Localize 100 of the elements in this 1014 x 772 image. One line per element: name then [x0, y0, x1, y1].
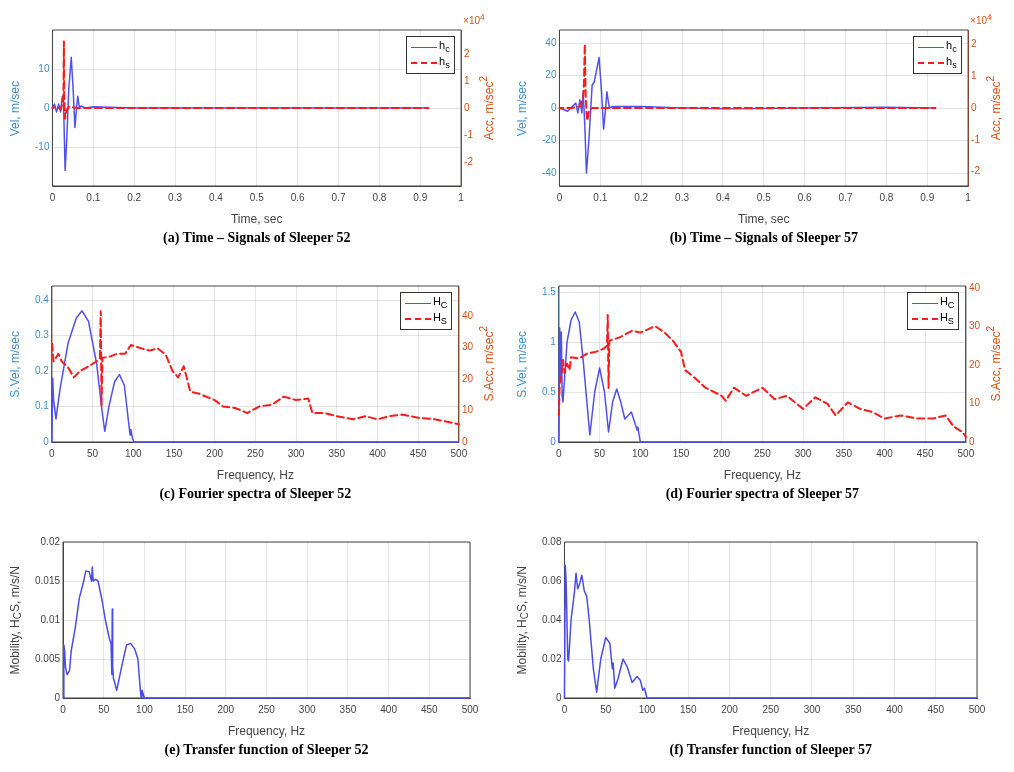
x-tick-label: 200 [721, 703, 739, 715]
legend-label: h$_{s}$ [439, 55, 450, 71]
y2-tick-label: 0 [968, 435, 975, 447]
y-tick-label: 0.005 [34, 652, 61, 664]
y-tick-label: 0 [550, 435, 557, 447]
x-tick-label: 0.4 [208, 191, 224, 203]
x-tick-label: 0.7 [838, 191, 853, 203]
legend-label: H$_{S}$ [432, 311, 447, 327]
x-axis-title: Frequency, Hz [723, 468, 801, 482]
y-tick-label: 20 [545, 69, 557, 81]
x-axis-title: Frequency, Hz [732, 724, 810, 738]
y-tick-label: 0.06 [541, 574, 562, 586]
y-tick-label: 0 [550, 101, 557, 113]
y2-tick-label: 10 [461, 404, 474, 416]
legend-label: H$_{S}$ [939, 311, 954, 327]
legend-label: H$_{C}$ [432, 295, 448, 311]
x-tick-label: 1 [458, 191, 465, 203]
x-tick-label: 100 [124, 447, 143, 459]
y2-tick-label: 20 [461, 372, 474, 384]
y-tick-label: 0.08 [541, 535, 562, 547]
y2-tick-label: -1 [971, 133, 981, 145]
y-tick-label: 1.5 [542, 285, 557, 297]
x-tick-label: 0.3 [675, 191, 690, 203]
y-tick-label: 0 [43, 101, 50, 113]
y2-tick-label: 1 [971, 69, 978, 81]
y2-tick-label: -2 [971, 165, 981, 177]
x-tick-label: 0.6 [290, 191, 306, 203]
x-tick-label: 350 [339, 703, 357, 715]
x-tick-label: 50 [87, 447, 99, 459]
y-tick-label: 0.02 [40, 535, 61, 547]
x-tick-label: 350 [835, 447, 853, 459]
y-tick-label: 0.02 [541, 652, 562, 664]
y-axis-title: S.Vel, m/sec [515, 330, 529, 398]
x-tick-label: 250 [247, 447, 265, 459]
y-axis-title: Vel, m/sec [8, 80, 22, 136]
text: ×10$^{4}$ [463, 12, 485, 27]
x-tick-label: 1 [965, 191, 972, 203]
text: (d) Fourier spectra of Sleeper 57 [665, 486, 860, 502]
y-tick-label: 0.3 [35, 329, 50, 341]
y2-tick-label: -2 [464, 155, 474, 167]
x-tick-label: 400 [886, 703, 904, 715]
x-tick-label: 250 [762, 703, 780, 715]
x-tick-label: 150 [176, 703, 194, 715]
x-tick-label: 200 [217, 703, 235, 715]
x-tick-label: 400 [369, 447, 387, 459]
x-tick-label: 300 [794, 447, 812, 459]
y2-tick-label: 1 [464, 74, 471, 86]
x-tick-label: 0.8 [879, 191, 894, 203]
x-tick-label: 0.5 [249, 191, 265, 203]
y2-tick-label: 30 [461, 341, 474, 353]
x-tick-label: 100 [631, 447, 650, 459]
x-tick-label: 450 [420, 703, 439, 715]
x-tick-label: 0.3 [168, 191, 183, 203]
x-tick-label: 150 [672, 447, 690, 459]
y-tick-label: -40 [542, 166, 557, 178]
y-tick-label: 0.2 [35, 364, 50, 376]
y-tick-label: 0 [555, 691, 562, 703]
y2-tick-label: 0 [464, 101, 471, 113]
x-tick-label: 0.7 [331, 191, 346, 203]
x-tick-label: 400 [380, 703, 398, 715]
x-tick-label: 0.1 [86, 191, 101, 203]
x-tick-label: 50 [600, 703, 612, 715]
x-tick-label: 450 [927, 703, 945, 715]
text: (f) Transfer function of Sleeper 57 [669, 742, 872, 758]
legend-label: h$_{s}$ [946, 55, 957, 71]
x-tick-label: 300 [803, 703, 821, 715]
text: (e) Transfer function of Sleeper 52 [164, 742, 369, 758]
y-tick-label: 0.015 [34, 574, 61, 586]
x-axis-title: Time, sec [737, 212, 790, 226]
text: (c) Fourier spectra of Sleeper 52 [159, 486, 352, 502]
x-tick-label: 500 [461, 703, 479, 715]
line-series [51, 40, 430, 120]
x-tick-label: 0.2 [127, 191, 142, 203]
x-tick-label: 200 [713, 447, 731, 459]
legend-label: h$_{c}$ [439, 39, 450, 55]
x-tick-label: 200 [206, 447, 224, 459]
y-tick-label: 0 [43, 435, 50, 447]
x-tick-label: 0.2 [634, 191, 649, 203]
x-tick-label: 0.9 [413, 191, 428, 203]
y-axis-title: Vel, m/sec [515, 80, 529, 136]
y-axis-title: S.Vel, m/sec [8, 330, 22, 398]
x-tick-label: 0.9 [920, 191, 935, 203]
x-tick-label: 100 [638, 703, 656, 715]
x-tick-label: 400 [876, 447, 894, 459]
y-tick-label: -20 [542, 134, 557, 146]
x-tick-label: 350 [328, 447, 346, 459]
y-tick-label: 0.1 [35, 400, 50, 412]
x-tick-label: 300 [287, 447, 305, 459]
x-tick-label: 500 [450, 447, 468, 459]
x-tick-label: 350 [844, 703, 863, 715]
x-tick-label: 0.6 [797, 191, 813, 203]
x-tick-label: 0.8 [372, 191, 387, 203]
x-axis-title: Frequency, Hz [227, 724, 306, 738]
y-tick-label: 0.4 [35, 293, 50, 305]
y-tick-label: 10 [38, 62, 50, 74]
y2-tick-label: 30 [968, 320, 981, 332]
y2-tick-label: 40 [461, 309, 474, 321]
text: (b) Time – Signals of Sleeper 57 [669, 230, 858, 246]
y2-tick-label: 2 [971, 38, 978, 50]
x-tick-label: 500 [968, 703, 986, 715]
